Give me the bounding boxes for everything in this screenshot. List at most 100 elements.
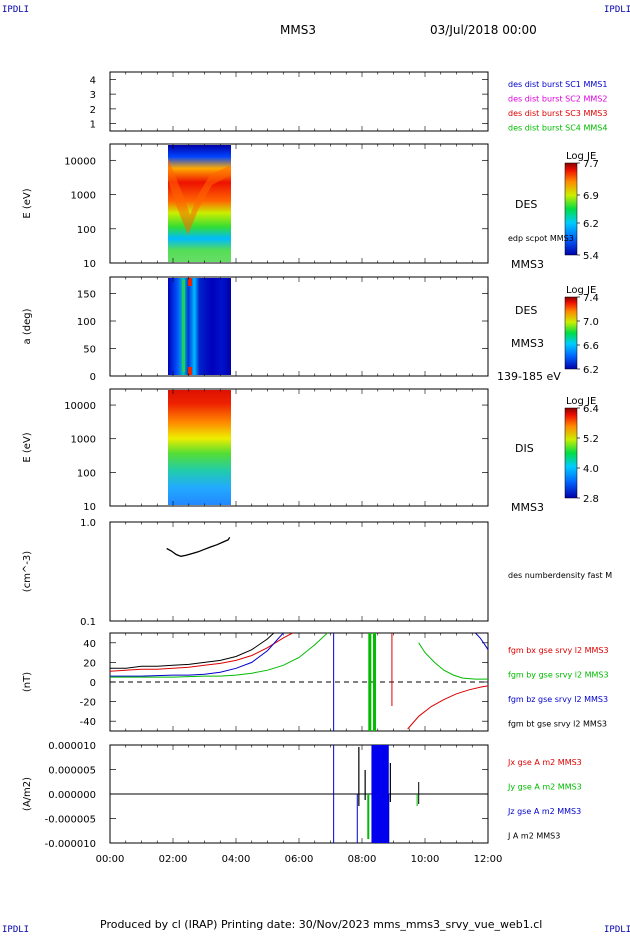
panel-side-label: 139-185 eV [497, 370, 561, 383]
legend-entry: des dist burst SC3 MMS3 [508, 109, 607, 118]
des-pitch-hot-top [188, 278, 192, 286]
fgm-vertical-band [373, 633, 377, 731]
panel-des-pitch-frame [109, 276, 489, 377]
legend-entry: fgm bx gse srvy l2 MMS3 [508, 646, 609, 655]
legend-entry: des dist burst SC1 MMS1 [508, 80, 607, 89]
y-tick-label: 4 [90, 75, 96, 86]
fgm-series-line [110, 632, 275, 669]
y-tick-label: 1 [90, 120, 96, 131]
y-tick-label: 3 [90, 90, 96, 101]
colorbar-tick-label: 6.4 [583, 404, 599, 415]
y-axis-title: E (eV) [22, 188, 33, 218]
corner-label-bottom-right: IPDLI [604, 925, 630, 934]
fgm-series-line [109, 632, 293, 672]
y-axis-title: (cm^-3) [22, 551, 33, 592]
legend-entry: Jy gse A m2 MMS3 [507, 783, 582, 792]
footer-credit: Produced by cl (IRAP) Printing date: 30/… [100, 918, 542, 931]
fgm-series-line [110, 632, 328, 678]
current-burst-block [371, 745, 389, 843]
legend-entry: fgm bz gse srvy l2 MMS3 [508, 695, 608, 704]
y-tick-label: 100 [77, 225, 96, 236]
y-tick-label: 10 [83, 259, 96, 270]
y-tick-label: 2 [90, 105, 96, 116]
y-axis-title: E (eV) [22, 432, 33, 462]
des-pitch-spectrogram [168, 278, 231, 375]
colorbar-tick-label: 5.4 [583, 251, 599, 262]
y-tick-label: 1000 [71, 435, 96, 446]
des-pitch-green-band [182, 280, 185, 372]
panel-side-label: MMS3 [511, 258, 544, 271]
legend-entry: des dist burst SC4 MMS4 [508, 124, 607, 133]
y-tick-label: 100 [77, 317, 96, 328]
colorbar-tick-label: 6.9 [583, 191, 599, 202]
legend-entry: fgm bt gse srvy l2 MMS3 [508, 720, 607, 729]
y-tick-label: 0 [90, 372, 96, 383]
panel-side-label: DES [515, 304, 537, 317]
y-tick-label: 10000 [64, 401, 96, 412]
colorbar-dis-energy [564, 407, 578, 499]
colorbar-tick-label: 7.7 [583, 159, 599, 170]
plot-datetime: 03/Jul/2018 00:00 [430, 23, 537, 37]
y-tick-label: -40 [80, 717, 96, 728]
legend-entry: des dist burst SC2 MMS2 [508, 95, 607, 104]
panel-side-label: DES [515, 198, 537, 211]
y-tick-label: 0.1 [80, 617, 96, 628]
fgm-series-line [407, 685, 489, 730]
des-pitch-hot-bottom [188, 367, 192, 375]
colorbar-title: Log JE [566, 285, 596, 296]
y-tick-label: 0 [90, 678, 96, 689]
panel-des-energy-frame [109, 143, 489, 264]
y-tick-label: 0.000010 [48, 741, 96, 752]
fgm-vertical-band [368, 633, 372, 731]
panel-side-label: DIS [515, 442, 534, 455]
dis-energy-spectrogram [168, 390, 231, 505]
y-tick-label: -0.000005 [45, 815, 96, 826]
fgm-series-line [110, 632, 284, 677]
y-tick-label: 100 [77, 468, 96, 479]
corner-label-bottom-left: IPDLI [2, 925, 29, 934]
y-tick-label: -20 [80, 698, 96, 709]
panel-density-frame [109, 521, 489, 622]
x-tick-label: 04:00 [222, 854, 251, 865]
x-tick-label: 02:00 [159, 854, 188, 865]
y-tick-label: 0.000000 [48, 790, 96, 801]
x-tick-label: 08:00 [348, 854, 377, 865]
x-tick-label: 06:00 [285, 854, 314, 865]
colorbar-title: Log JE [566, 396, 596, 407]
panel-burst-frame [109, 71, 489, 132]
legend-entry: Jx gse A m2 MMS3 [507, 758, 582, 767]
y-tick-label: 0.000005 [48, 766, 96, 777]
des-energy-v-feature [168, 158, 231, 235]
panel-side-label: MMS3 [511, 337, 544, 350]
y-axis-title: a (deg) [22, 308, 33, 344]
panel-side-label: edp scpot MMS3 [508, 234, 574, 243]
density-series-line [166, 536, 231, 557]
colorbar-title: Log JE [566, 151, 596, 162]
y-tick-label: -0.000010 [45, 839, 96, 850]
colorbar-tick-label: 6.6 [583, 341, 599, 352]
y-tick-label: 150 [77, 290, 96, 301]
x-tick-label: 12:00 [474, 854, 503, 865]
y-axis-title: (A/m2) [22, 777, 33, 811]
y-tick-label: 10 [83, 502, 96, 513]
fgm-series-line [418, 642, 488, 680]
colorbar-des-energy [564, 162, 578, 256]
y-axis-title: (nT) [22, 672, 33, 692]
y-tick-label: 50 [83, 345, 96, 356]
colorbar-tick-label: 7.4 [583, 293, 599, 304]
y-tick-label: 1000 [71, 191, 96, 202]
colorbar-tick-label: 5.2 [583, 434, 599, 445]
plot-title: MMS3 [280, 23, 316, 37]
fgm-series-line [475, 632, 489, 650]
x-tick-label: 10:00 [411, 854, 440, 865]
chart-marks-layer: 00:00 02:00 04:00 06:00 08:00 10:00 12:00 4 3 2 1 1… [22, 72, 612, 865]
y-tick-label: 40 [83, 639, 96, 650]
colorbar-tick-label: 6.2 [583, 365, 599, 376]
y-tick-label: 1.0 [80, 518, 96, 529]
panel-dis-energy-frame [109, 388, 489, 507]
colorbar-tick-label: 4.0 [583, 464, 599, 475]
colorbar-des-pitch [564, 296, 578, 370]
colorbar-tick-label: 6.2 [583, 219, 599, 230]
legend-entry: J A m2 MMS3 [507, 832, 560, 841]
